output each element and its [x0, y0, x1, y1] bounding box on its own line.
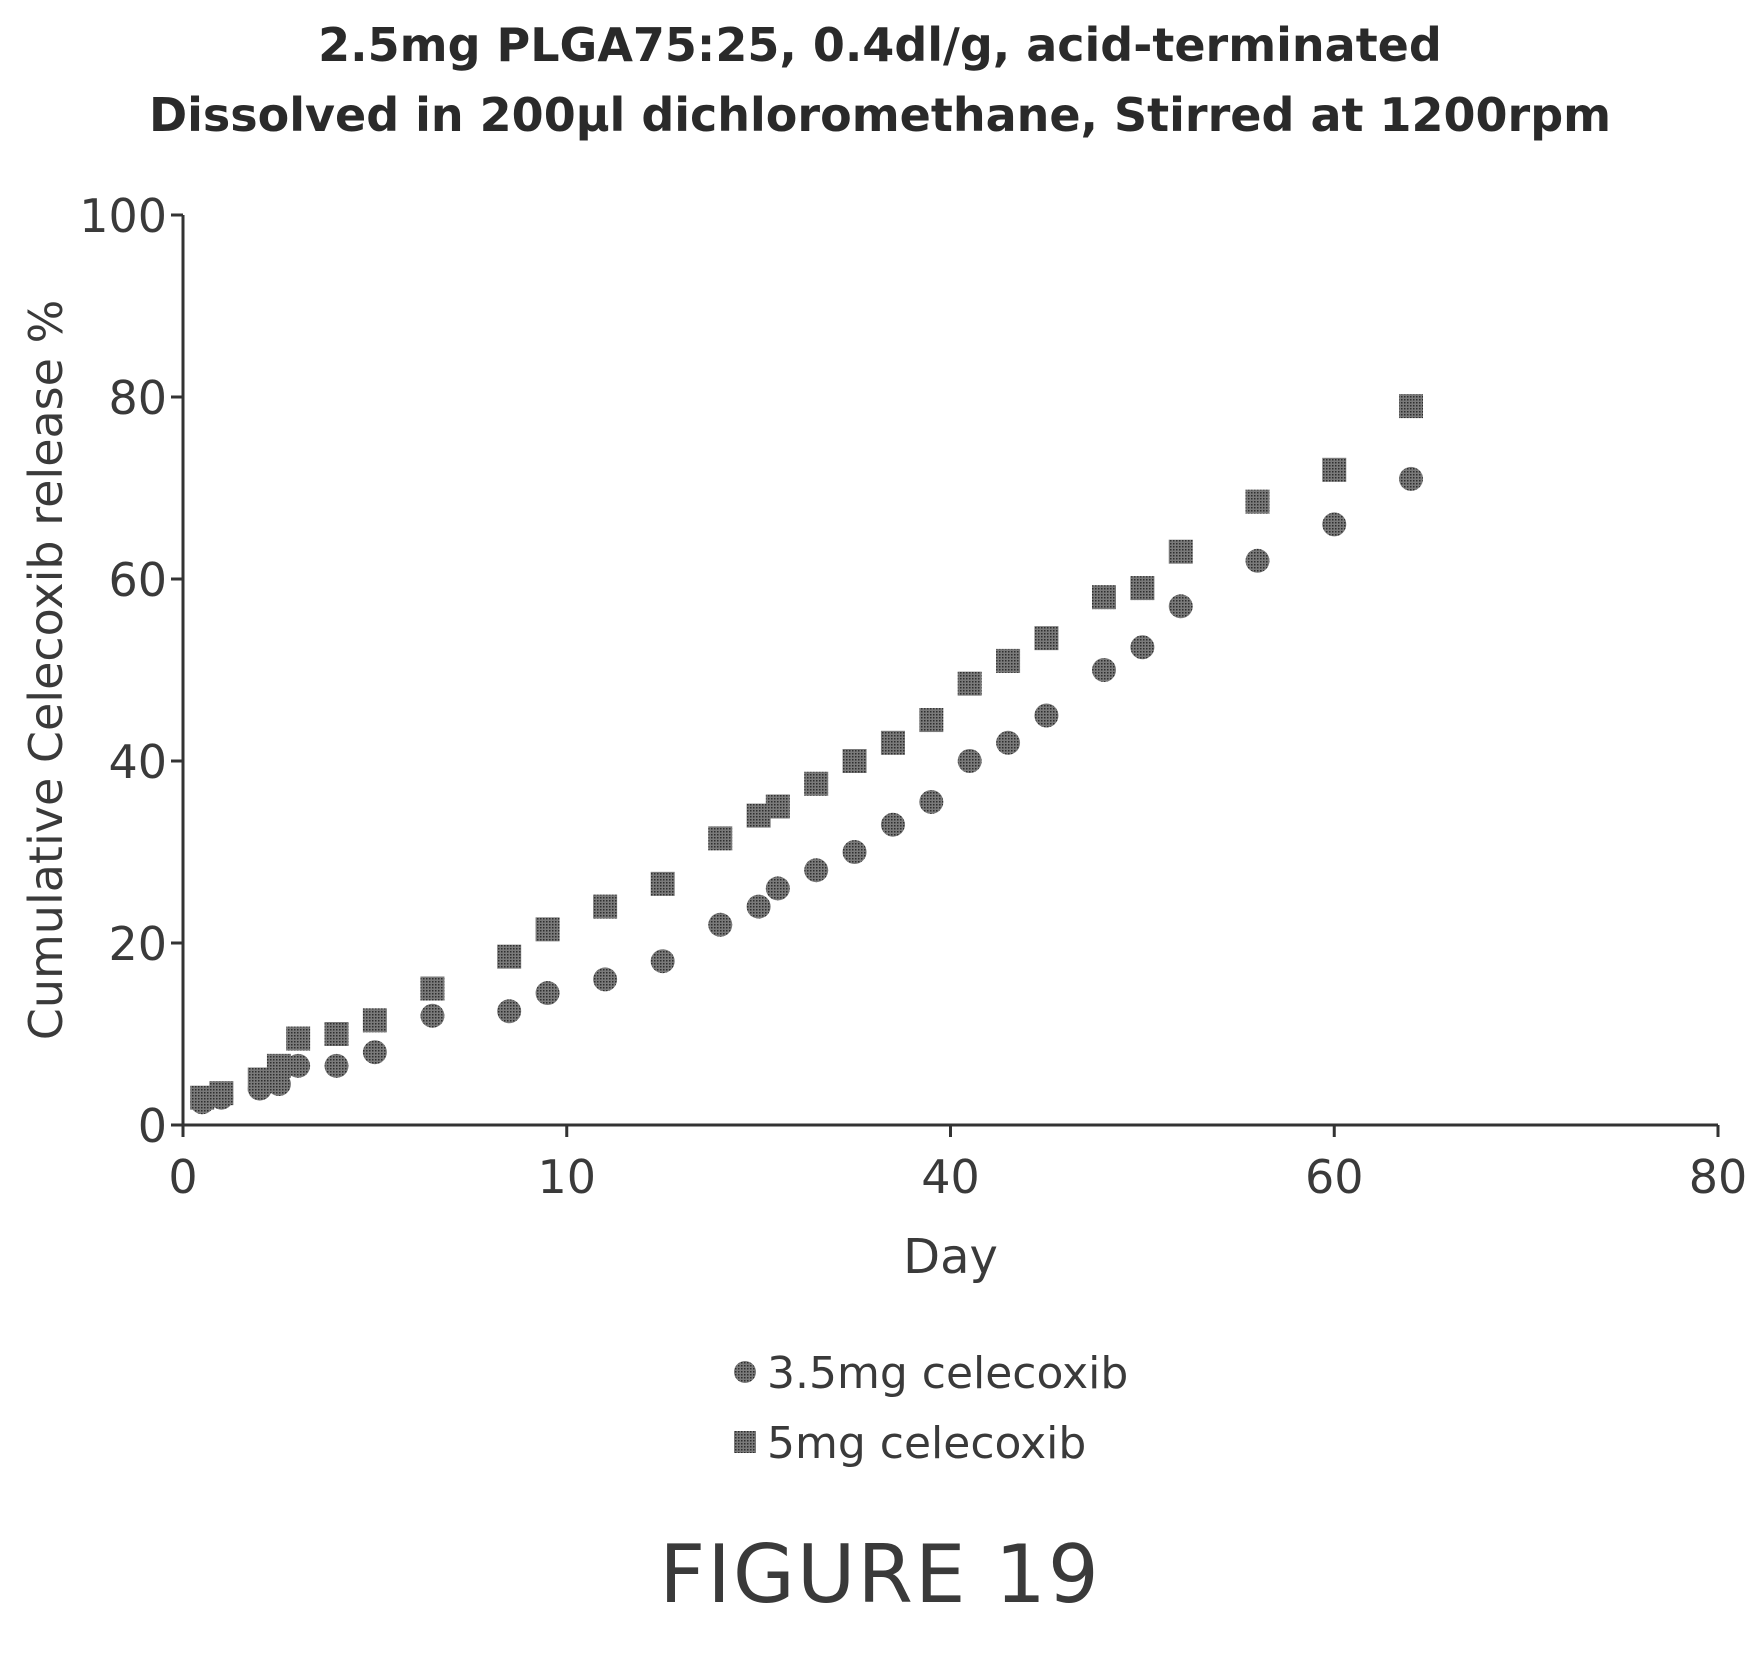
data-point-circle: [286, 1053, 311, 1078]
data-point-circle: [420, 1003, 445, 1028]
y-tick-label: 0: [138, 1099, 167, 1153]
data-point-square: [362, 1008, 387, 1033]
data-point-circle: [842, 840, 867, 864]
data-point-square: [996, 648, 1021, 673]
legend: 3.5mg celecoxib 5mg celecoxib: [734, 1348, 1128, 1469]
data-point-circle: [497, 999, 522, 1024]
data-point-square: [880, 730, 905, 755]
data-point-circle: [209, 1085, 234, 1110]
figure-label: FIGURE 19: [659, 1528, 1101, 1621]
data-point-square: [420, 976, 445, 1001]
data-point-square: [593, 894, 618, 919]
data-point-square: [842, 749, 867, 773]
data-point-circle: [650, 949, 675, 974]
data-point-circle: [1092, 658, 1116, 682]
legend-entry-label: 5mg celecoxib: [767, 1418, 1086, 1469]
data-point-circle: [919, 789, 944, 814]
x-tick-label: 0: [168, 1150, 197, 1204]
data-point-circle: [324, 1053, 349, 1078]
y-tick-label: 60: [108, 553, 167, 607]
y-tick-label: 100: [79, 189, 167, 243]
data-point-circle: [1245, 548, 1270, 573]
y-axis-label: Cumulative Celecoxib release %: [19, 300, 73, 1041]
x-tick-label: 40: [921, 1150, 980, 1204]
data-point-circle: [1130, 635, 1155, 660]
data-point-circle: [1168, 594, 1193, 619]
data-point-square: [708, 826, 733, 851]
data-point-square: [804, 771, 829, 796]
data-point-square: [535, 917, 560, 942]
data-point-square: [1322, 457, 1347, 482]
data-point-circle: [957, 749, 982, 773]
data-point-square: [1130, 576, 1155, 601]
data-marks: [190, 394, 1423, 1115]
data-point-square: [286, 1026, 311, 1051]
data-point-circle: [765, 876, 790, 901]
data-point-circle: [804, 858, 829, 883]
data-point-circle: [996, 730, 1021, 755]
data-point-square: [324, 1022, 349, 1046]
data-point-square: [1245, 489, 1270, 514]
data-point-square: [1034, 626, 1059, 651]
data-point-circle: [535, 981, 560, 1006]
data-point-circle: [593, 967, 618, 992]
data-point-circle: [266, 1072, 291, 1097]
data-point-circle: [1322, 512, 1347, 537]
data-point-square: [1092, 585, 1116, 610]
data-point-circle: [880, 812, 905, 837]
y-tick-label: 20: [108, 917, 167, 971]
data-point-circle: [708, 912, 733, 937]
axes: 0 20 40 60 80 100 0 10 40 60 80 Day Cumulative Celec…: [19, 189, 1747, 1285]
data-point-circle: [190, 1090, 215, 1115]
data-point-square: [650, 871, 675, 896]
x-axis-label: Day: [903, 1229, 998, 1285]
data-point-circle: [746, 894, 771, 919]
data-point-circle: [247, 1076, 272, 1101]
data-point-square: [1168, 539, 1193, 564]
data-point-circle: [1034, 703, 1059, 728]
legend-entry-label: 3.5mg celecoxib: [767, 1348, 1128, 1399]
chart-title-line-1: 2.5mg PLGA75:25, 0.4dl/g, acid-terminate…: [318, 18, 1442, 72]
data-point-circle: [1399, 466, 1423, 491]
x-tick-label: 80: [1689, 1150, 1748, 1204]
data-point-square: [957, 671, 982, 696]
y-tick-label: 80: [108, 371, 167, 425]
data-point-circle: [362, 1040, 387, 1065]
legend-square-marker: [734, 1431, 756, 1453]
chart-title-line-2: Dissolved in 200µl dichloromethane, Stir…: [148, 88, 1612, 142]
data-point-square: [1399, 394, 1423, 419]
data-point-square: [919, 708, 944, 733]
x-tick-label: 60: [1305, 1150, 1364, 1204]
x-tick-label: 10: [537, 1150, 596, 1204]
y-tick-label: 40: [108, 735, 167, 789]
legend-circle-marker: [734, 1361, 756, 1383]
data-point-square: [765, 794, 790, 819]
data-point-square: [497, 944, 522, 969]
